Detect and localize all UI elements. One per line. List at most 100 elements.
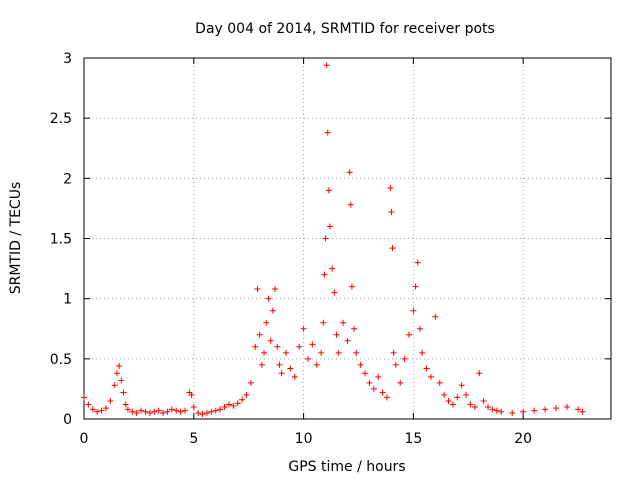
y-tick-label: 3 (63, 51, 72, 67)
y-tick-label: 0 (63, 412, 72, 428)
data-point (274, 343, 281, 350)
x-tick-label: 20 (514, 431, 532, 447)
x-tick-label: 15 (404, 431, 422, 447)
y-tick-label: 0.5 (50, 352, 72, 368)
data-point (564, 403, 571, 410)
data-point (190, 403, 197, 410)
data-point (124, 406, 131, 413)
data-point (265, 295, 272, 302)
data-point (346, 169, 353, 176)
data-point (321, 271, 328, 278)
data-point (203, 409, 210, 416)
data-point (384, 394, 391, 401)
plot-frame (83, 57, 612, 420)
data-point (276, 361, 283, 368)
x-tick-label: 10 (295, 431, 313, 447)
data-point (353, 349, 360, 356)
data-point (320, 319, 327, 326)
data-point (177, 408, 184, 415)
data-point (344, 337, 351, 344)
data-point (347, 201, 354, 208)
data-point (387, 184, 394, 191)
data-point (389, 245, 396, 252)
data-point (579, 408, 586, 415)
data-point (390, 349, 397, 356)
data-point (278, 370, 285, 377)
data-point (325, 187, 332, 194)
tick-labels: 0 5 10 15 20 0 0.5 1 1.5 2 2.5 3 (50, 51, 532, 447)
data-point (160, 409, 167, 416)
data-point (283, 349, 290, 356)
data-point (107, 397, 114, 404)
data-point (493, 407, 500, 414)
data-point (243, 391, 250, 398)
data-point (489, 406, 496, 413)
y-tick-label: 1.5 (50, 232, 72, 248)
data-point (142, 408, 149, 415)
data-point (208, 408, 215, 415)
data-point (322, 235, 329, 242)
data-point (542, 406, 549, 413)
data-point (129, 408, 136, 415)
data-point (151, 408, 158, 415)
data-point (182, 407, 189, 414)
data-point (118, 377, 125, 384)
data-point (221, 403, 228, 410)
x-axis-label: GPS time / hours (288, 459, 405, 475)
data-point (326, 223, 333, 230)
data-series (81, 62, 586, 418)
data-point (146, 409, 153, 416)
x-tick-label: 5 (189, 431, 198, 447)
data-point (427, 373, 434, 380)
data-point (173, 407, 180, 414)
y-tick-label: 1 (63, 292, 72, 308)
data-point (414, 259, 421, 266)
data-point (164, 408, 171, 415)
data-point (256, 331, 263, 338)
data-point (412, 283, 419, 290)
data-point (405, 331, 412, 338)
data-point (419, 349, 426, 356)
data-point (267, 337, 274, 344)
data-point (436, 379, 443, 386)
data-point (122, 401, 129, 408)
data-point (225, 401, 232, 408)
data-point (357, 361, 364, 368)
data-point (98, 407, 105, 414)
data-point (416, 325, 423, 332)
data-point (348, 283, 355, 290)
data-point (401, 355, 408, 362)
data-point (138, 407, 145, 414)
data-point (575, 406, 582, 413)
data-point (351, 325, 358, 332)
data-point (269, 307, 276, 314)
y-tick-label: 2.5 (50, 111, 72, 127)
data-point (471, 403, 478, 410)
data-point (217, 406, 224, 413)
data-point (252, 343, 259, 350)
data-point (485, 403, 492, 410)
data-point (441, 391, 448, 398)
data-point (247, 379, 254, 386)
data-point (454, 394, 461, 401)
data-point (199, 411, 206, 418)
data-point (287, 365, 294, 372)
data-point (379, 389, 386, 396)
data-point (323, 62, 330, 69)
data-point (432, 313, 439, 320)
data-point (195, 409, 202, 416)
data-point (212, 407, 219, 414)
data-point (520, 408, 527, 415)
data-point (133, 409, 140, 416)
data-point (113, 370, 120, 377)
data-point (333, 331, 340, 338)
data-point (111, 382, 118, 389)
data-point (318, 349, 325, 356)
data-point (300, 325, 307, 332)
data-point (370, 385, 377, 392)
data-point (423, 365, 430, 372)
data-point (272, 286, 279, 293)
data-point (449, 401, 456, 408)
data-point (362, 370, 369, 377)
